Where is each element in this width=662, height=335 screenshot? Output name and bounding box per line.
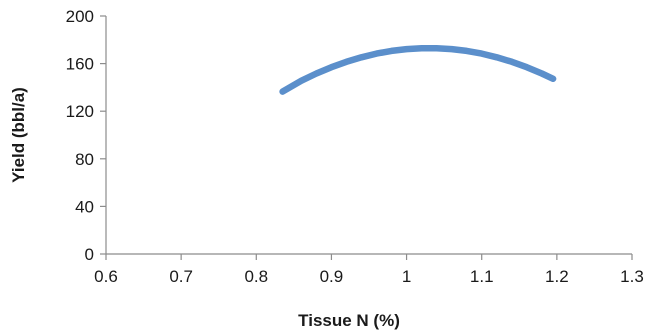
y-tick-label: 40 xyxy=(75,197,94,216)
y-tick-label: 120 xyxy=(66,102,94,121)
y-ticks: 0 40 80 120 160 200 xyxy=(66,7,106,264)
x-tick-label: 1.2 xyxy=(545,267,569,286)
chart-series xyxy=(279,44,557,95)
y-axis-title: Yield (bbl/a) xyxy=(9,87,28,183)
x-axis-title: Tissue N (%) xyxy=(298,311,400,330)
chart-axes xyxy=(105,16,632,255)
x-tick-label: 0.6 xyxy=(94,267,118,286)
y-tick-label: 0 xyxy=(85,245,94,264)
y-tick-label: 80 xyxy=(75,150,94,169)
yield-curve-line xyxy=(279,44,557,95)
x-ticks: 0.6 0.7 0.8 0.9 1 1.1 1.2 1.3 xyxy=(94,254,644,286)
x-tick-label: 0.7 xyxy=(169,267,193,286)
x-tick-label: 1.1 xyxy=(470,267,494,286)
y-tick-label: 200 xyxy=(66,7,94,26)
x-tick-label: 0.8 xyxy=(244,267,268,286)
x-tick-label: 1 xyxy=(402,267,411,286)
x-tick-label: 1.3 xyxy=(620,267,644,286)
y-tick-label: 160 xyxy=(66,55,94,74)
x-tick-label: 0.9 xyxy=(320,267,344,286)
